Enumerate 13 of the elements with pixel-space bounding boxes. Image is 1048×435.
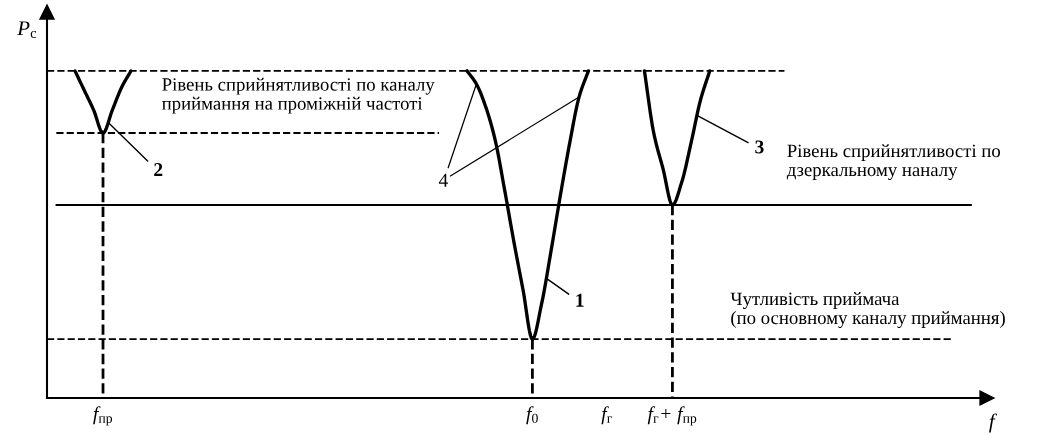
- x-tick-label: f$_{г}$+ f$_{пр}$: [647, 406, 697, 426]
- series-label: Рівень сприйнятливості по дзеркальному наналу: [786, 144, 1001, 180]
- series-label: Рівень сприйнятливості по каналу приймання на проміжній частоті: [162, 77, 435, 114]
- annotation: 4: [438, 173, 448, 187]
- text: 3: [755, 140, 764, 154]
- y-axis-title: P$_{с}$: [17, 21, 37, 39]
- text: 2: [154, 163, 163, 176]
- x-axis-title: f: [989, 413, 997, 433]
- legend-label: 1: [576, 293, 584, 307]
- series-label: Чутливість приймача (по основному каналу приймання): [730, 292, 1005, 329]
- x-tick-label: f$_{0}$: [526, 406, 538, 425]
- x-tick-label: f$_{г}$: [601, 406, 613, 425]
- x-tick-label: f$_{пр}$: [93, 406, 113, 426]
